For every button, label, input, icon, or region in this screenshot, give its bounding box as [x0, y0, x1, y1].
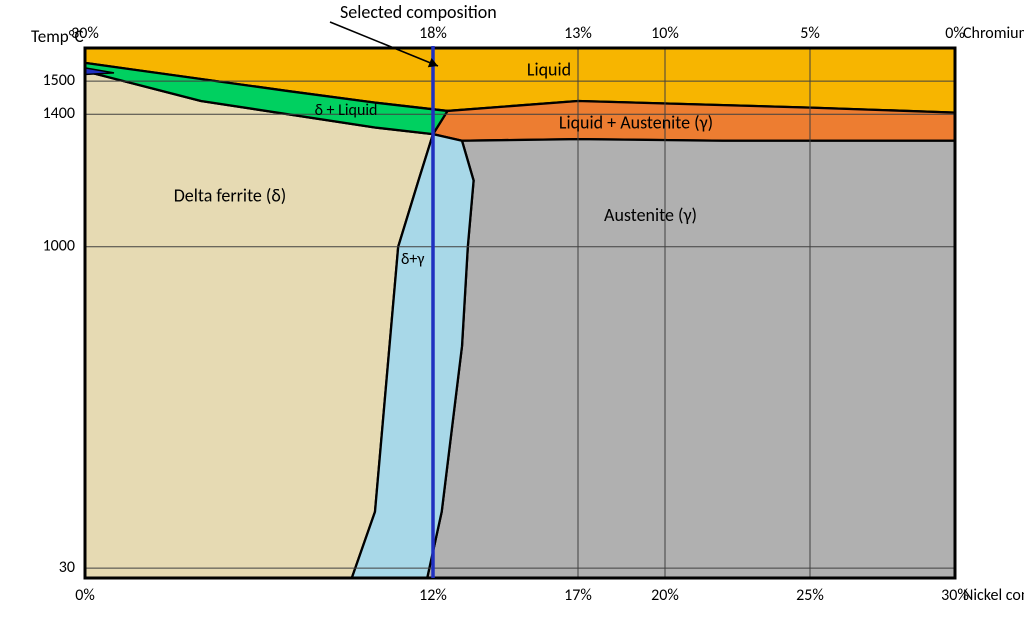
- top-tick-label: 0%: [945, 24, 965, 43]
- bottom-tick-label: 12%: [419, 586, 447, 605]
- label-region-austenite: Austenite (γ): [604, 204, 697, 226]
- top-tick-label: 18%: [419, 24, 447, 43]
- top-tick-label: 30%: [71, 24, 99, 43]
- y-tick-label: 30: [59, 558, 75, 577]
- label-region-delta_ferrite: Delta ferrite (δ): [174, 184, 287, 206]
- phase-diagram: Liquid δ + Liquid Liquid + Austenite (γ) De…: [0, 0, 1024, 620]
- label-region-liquid: Liquid: [527, 58, 571, 80]
- y-tick-label: 1500: [43, 71, 75, 90]
- bottom-tick-label: 17%: [564, 586, 592, 605]
- bottom-tick-label: 20%: [651, 586, 679, 605]
- y-tick-label: 1400: [43, 104, 75, 123]
- label-region-delta_gamma: δ+γ: [401, 250, 424, 269]
- top-tick-label: 13%: [564, 24, 592, 43]
- label-region-delta_liquid: δ + Liquid: [315, 101, 378, 120]
- bottom-tick-label: 0%: [75, 586, 95, 605]
- diagram-svg: Liquid δ + Liquid Liquid + Austenite (γ) De…: [0, 0, 1024, 620]
- bottom-axis-label: Nickel content: [963, 586, 1024, 605]
- top-axis-label: Chromium content: [963, 24, 1024, 43]
- top-tick-label: 10%: [651, 24, 679, 43]
- label-region-liquid_austenite: Liquid + Austenite (γ): [559, 111, 713, 133]
- bottom-tick-label: 25%: [796, 586, 824, 605]
- selected-composition-label: Selected composition: [340, 1, 497, 23]
- top-tick-label: 5%: [800, 24, 820, 43]
- y-tick-label: 1000: [43, 237, 75, 256]
